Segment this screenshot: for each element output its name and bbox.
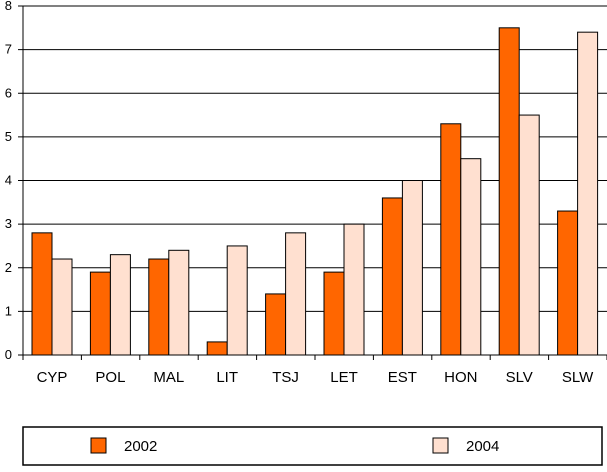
bar-2002-HON xyxy=(440,123,462,356)
bar-2004-HON xyxy=(460,158,482,356)
bar-2004-EST xyxy=(401,180,423,356)
x-tick-label-EST: EST xyxy=(388,369,417,386)
y-tick-label: 5 xyxy=(5,129,12,144)
x-tick-label-POL: POL xyxy=(95,369,125,386)
bar-2002-LIT xyxy=(206,341,228,356)
y-tick-label: 0 xyxy=(5,347,12,362)
legend-swatch-2002 xyxy=(90,437,107,454)
bar-2002-SLW xyxy=(557,210,579,356)
bar-2004-SLV xyxy=(518,114,540,356)
x-tick-label-SLV: SLV xyxy=(506,369,533,386)
bar-2002-TSJ xyxy=(265,293,287,356)
bar-2004-MAL xyxy=(168,249,190,356)
legend-box xyxy=(22,426,603,466)
y-tick-labels: 0 1 2 3 4 5 6 7 8 xyxy=(5,0,12,362)
x-tick-label-TSJ: TSJ xyxy=(272,369,299,386)
x-tick-label-LIT: LIT xyxy=(216,369,238,386)
legend-swatch-2004 xyxy=(432,437,449,454)
y-tick-label: 3 xyxy=(5,216,12,231)
bar-2002-MAL xyxy=(148,258,170,356)
y-tick-label: 4 xyxy=(5,173,12,188)
bar-2002-LET xyxy=(323,271,345,356)
bar-2004-LIT xyxy=(226,245,248,356)
x-tick-labels: CYP POL MAL LIT TSJ LET EST HON SLV SLW xyxy=(37,369,595,386)
bar-2004-CYP xyxy=(51,258,73,356)
axes xyxy=(18,5,607,360)
y-tick-label: 7 xyxy=(5,42,12,57)
bar-2002-SLV xyxy=(498,27,520,356)
x-tick-label-LET: LET xyxy=(330,369,358,386)
bar-2002-CYP xyxy=(31,232,53,356)
bar-2004-SLW xyxy=(577,31,599,356)
y-tick-label: 2 xyxy=(5,260,12,275)
y-tick-label: 1 xyxy=(5,303,12,318)
x-tick-label-HON: HON xyxy=(444,369,477,386)
x-tick-label-MAL: MAL xyxy=(153,369,184,386)
legend-label-2002: 2002 xyxy=(124,438,157,455)
x-tick-label-SLW: SLW xyxy=(562,369,594,386)
legend-label-2004: 2004 xyxy=(466,438,499,455)
bar-2004-LET xyxy=(343,223,365,356)
bar-2004-POL xyxy=(109,254,131,356)
bars xyxy=(31,27,599,356)
legend: 2002 2004 xyxy=(22,426,603,466)
y-tick-label: 6 xyxy=(5,85,12,100)
y-tick-label: 8 xyxy=(5,0,12,13)
x-tick-label-CYP: CYP xyxy=(37,369,68,386)
bar-2004-TSJ xyxy=(285,232,307,356)
bar-2002-POL xyxy=(89,271,111,356)
bar-2002-EST xyxy=(381,197,403,356)
